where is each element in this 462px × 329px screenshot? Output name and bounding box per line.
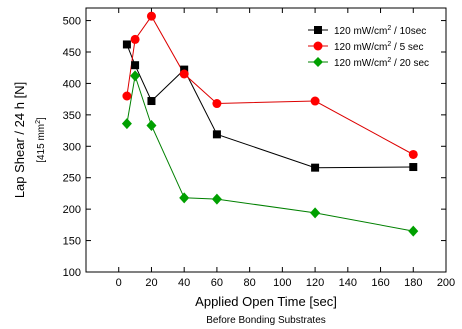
- x-axis-subtitle: Before Bonding Substrates: [206, 315, 326, 326]
- data-point-10sec: [409, 163, 418, 172]
- x-tick-label: 200: [437, 277, 455, 289]
- data-point-20sec: [121, 118, 132, 130]
- data-point-10sec: [122, 40, 131, 49]
- x-tick-label: 180: [404, 277, 422, 289]
- legend-marker-20sec: [313, 57, 323, 67]
- y-axis-title: Lap Shear / 24 h [N]: [12, 82, 27, 198]
- data-point-20sec: [211, 193, 222, 205]
- x-tick-label: 160: [371, 277, 389, 289]
- axis-ticks: 0 20 40 60 80 100 120 140 160 180 200 100 150 200 250 3…: [63, 8, 455, 289]
- y-tick-label: 350: [63, 110, 81, 122]
- legend-label-5sec-prefix: 120 mW/cm: [334, 42, 387, 53]
- legend-entry-5sec: 120 mW/cm2 / 5 sec: [308, 41, 424, 53]
- data-point-5sec: [130, 34, 140, 44]
- data-point-10sec: [147, 97, 156, 106]
- legend-marker-10sec: [314, 26, 322, 34]
- data-point-20sec: [310, 207, 321, 219]
- data-point-20sec: [408, 225, 419, 237]
- x-tick-label: 40: [178, 277, 190, 289]
- legend-label-20sec: 120 mW/cm2 / 20 sec: [334, 57, 429, 69]
- y-tick-label: 150: [63, 236, 81, 248]
- data-point-10sec: [131, 61, 140, 70]
- legend-label-5sec-suffix: / 5 sec: [391, 42, 423, 53]
- data-point-5sec: [146, 11, 156, 21]
- x-tick-label: 20: [145, 277, 157, 289]
- data-point-5sec: [310, 96, 320, 106]
- data-point-20sec: [146, 120, 157, 132]
- legend-entry-10sec: 120 mW/cm2 / 10sec: [308, 25, 426, 37]
- legend-label-20sec-prefix: 120 mW/cm: [334, 58, 387, 69]
- data-point-10sec: [212, 130, 221, 139]
- y-tick-label: 300: [63, 141, 81, 153]
- legend-label-5sec-sup: 2: [387, 41, 391, 48]
- y-tick-label: 450: [63, 47, 81, 59]
- legend: 120 mW/cm2 / 10sec 120 mW/cm2 / 5 sec 12…: [308, 25, 429, 69]
- data-point-5sec: [408, 149, 418, 159]
- y-axis-subtitle-sup: 2: [35, 120, 42, 124]
- legend-entry-20sec: 120 mW/cm2 / 20 sec: [308, 57, 429, 69]
- x-tick-label: 0: [116, 277, 122, 289]
- y-axis-subtitle-suffix: ]: [36, 117, 47, 120]
- x-tick-label: 120: [306, 277, 324, 289]
- y-tick-label: 250: [63, 173, 81, 185]
- x-axis-title: Applied Open Time [sec]: [195, 294, 337, 309]
- legend-label-10sec-suffix: / 10sec: [391, 26, 426, 37]
- y-axis-subtitle-prefix: [415 mm: [36, 124, 47, 163]
- legend-label-10sec: 120 mW/cm2 / 10sec: [334, 25, 426, 37]
- series-markers: [121, 11, 419, 237]
- legend-label-10sec-sup: 2: [387, 25, 391, 32]
- data-point-20sec: [130, 70, 141, 82]
- x-tick-label: 80: [244, 277, 256, 289]
- data-point-10sec: [311, 163, 320, 172]
- y-tick-label: 400: [63, 78, 81, 90]
- legend-label-10sec-prefix: 120 mW/cm: [334, 26, 387, 37]
- x-tick-label: 60: [211, 277, 223, 289]
- data-point-20sec: [179, 192, 190, 204]
- y-axis-subtitle: [415 mm2]: [35, 117, 47, 163]
- y-tick-label: 500: [63, 16, 81, 28]
- legend-marker-5sec: [313, 41, 323, 51]
- legend-label-5sec: 120 mW/cm2 / 5 sec: [334, 41, 424, 53]
- legend-label-20sec-suffix: / 20 sec: [391, 58, 429, 69]
- y-tick-label: 200: [63, 204, 81, 216]
- y-tick-label: 100: [63, 267, 81, 279]
- data-point-5sec: [179, 69, 189, 79]
- data-point-5sec: [122, 91, 132, 101]
- legend-label-20sec-sup: 2: [387, 57, 391, 64]
- x-tick-label: 100: [273, 277, 291, 289]
- x-tick-label: 140: [339, 277, 357, 289]
- data-point-5sec: [212, 99, 222, 109]
